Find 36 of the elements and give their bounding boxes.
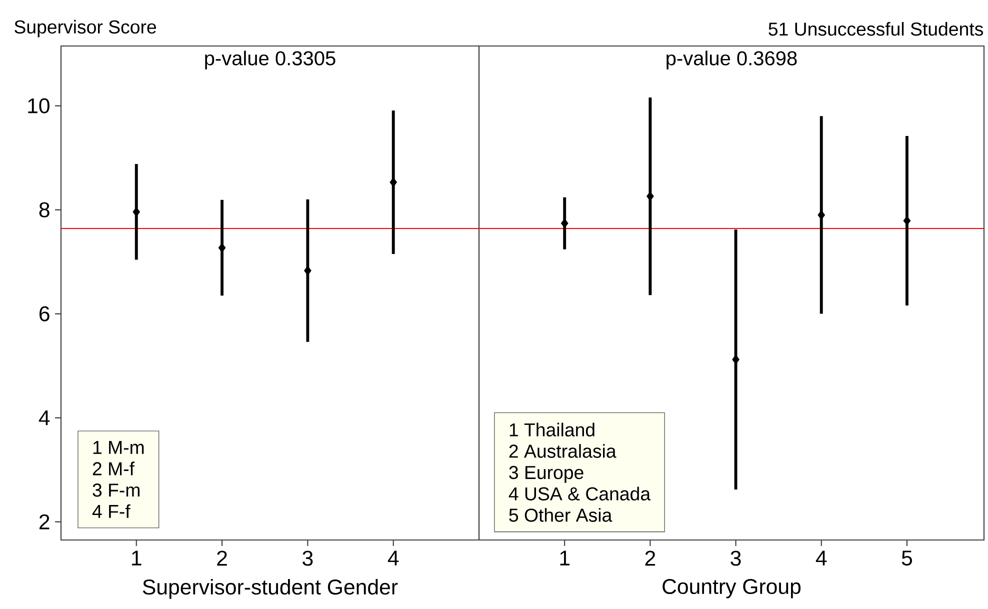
annotation: 2 Australasia [509, 444, 616, 458]
point [218, 242, 226, 253]
x-axis-title: Supervisor-student Gender [142, 578, 398, 599]
y-tick-label: 8 [39, 202, 50, 218]
y-tick-label: 4 [38, 410, 50, 426]
x-tick-label: 4 [816, 550, 827, 566]
y-tick-label: 10 [28, 98, 50, 114]
annotation: 2 M-f [92, 462, 135, 476]
annotation: 1 Thailand [510, 422, 594, 436]
y-axis-title: Supervisor Score [14, 20, 156, 38]
annotation: 5 Other Asia [509, 508, 612, 522]
x-tick-label: 3 [302, 550, 313, 566]
point [304, 266, 312, 276]
y-tick-label: 2 [40, 514, 50, 530]
annotation: 4 USA & Canada [508, 486, 651, 500]
x-tick-label: 4 [388, 550, 399, 566]
x-tick-label: 1 [560, 550, 570, 566]
chart-title: p-value 0.3305 [205, 50, 336, 70]
annotation: 3 Europe [509, 466, 584, 483]
x-tick-label: 1 [132, 550, 142, 566]
x-tick-label: 2 [645, 550, 656, 566]
annotation: 1 M-m [93, 441, 144, 454]
point [132, 207, 140, 217]
point [903, 216, 911, 226]
chart-title: p-value 0.3698 [666, 50, 797, 70]
point [560, 218, 568, 228]
x-tick-label: 3 [730, 550, 741, 566]
annotation: 3 F-m [92, 483, 140, 497]
y-tick-label: 6 [40, 306, 50, 322]
x-tick-label: 2 [217, 550, 227, 566]
point [818, 210, 826, 220]
annotation: 4 F-f [92, 504, 130, 518]
chart-subtitle: 51 Unsuccessful Students [768, 22, 984, 36]
point [732, 354, 740, 364]
x-axis-title: Country Group [662, 578, 801, 598]
x-tick-label: 5 [902, 550, 912, 566]
